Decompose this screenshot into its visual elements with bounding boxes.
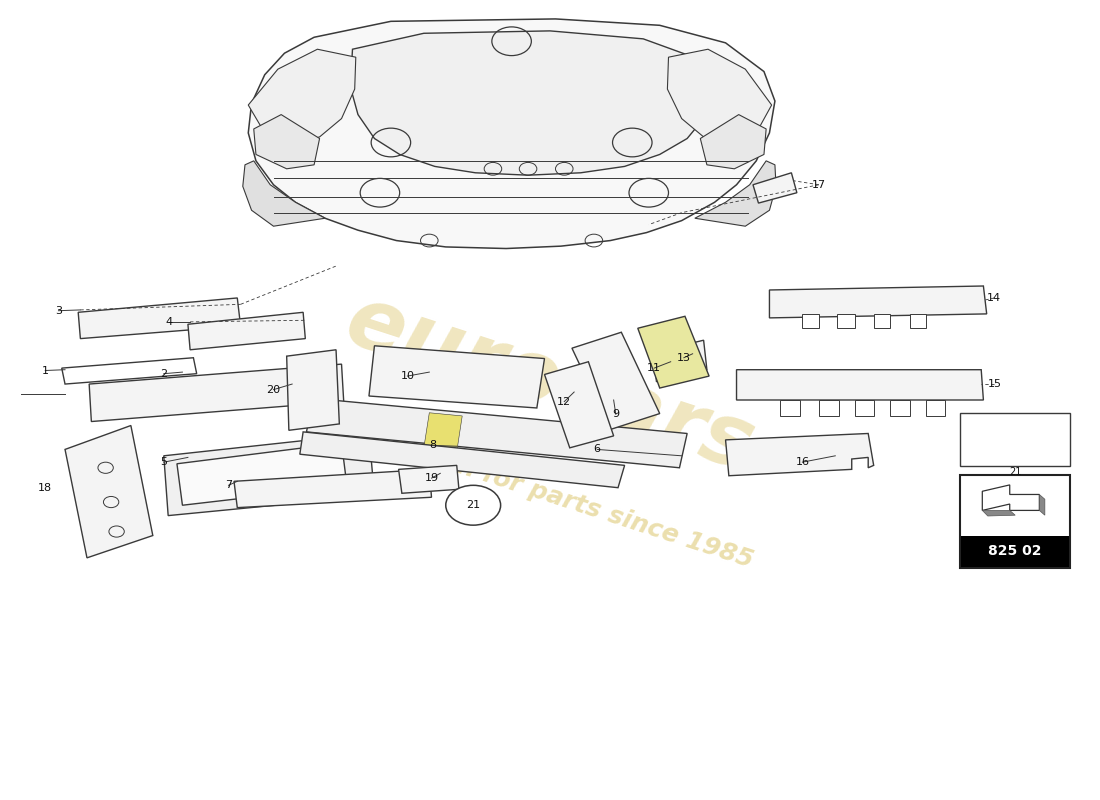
Text: 9: 9 — [613, 410, 619, 419]
Polygon shape — [234, 470, 431, 508]
Text: 2: 2 — [161, 369, 167, 378]
Polygon shape — [1000, 423, 1030, 450]
Text: 21: 21 — [1009, 467, 1022, 477]
Polygon shape — [368, 346, 544, 408]
Polygon shape — [572, 332, 660, 430]
Text: 20: 20 — [266, 385, 280, 394]
Polygon shape — [254, 114, 320, 169]
Polygon shape — [818, 400, 838, 416]
Text: 825 02: 825 02 — [989, 545, 1042, 558]
Polygon shape — [638, 316, 710, 388]
Polygon shape — [78, 298, 241, 338]
Polygon shape — [249, 19, 774, 249]
Text: 6: 6 — [594, 445, 601, 454]
Text: 19: 19 — [425, 473, 439, 483]
Text: a passion for parts since 1985: a passion for parts since 1985 — [344, 418, 756, 573]
Polygon shape — [701, 114, 767, 169]
Text: 17: 17 — [812, 180, 826, 190]
Polygon shape — [177, 443, 346, 506]
Text: 13: 13 — [676, 353, 691, 362]
Polygon shape — [65, 426, 153, 558]
Polygon shape — [802, 314, 818, 328]
Text: eurocars: eurocars — [336, 279, 764, 489]
Polygon shape — [188, 312, 306, 350]
Text: 10: 10 — [400, 371, 415, 381]
Polygon shape — [164, 434, 374, 515]
Text: 14: 14 — [988, 293, 1001, 303]
Polygon shape — [982, 510, 1015, 516]
Polygon shape — [424, 413, 462, 452]
Polygon shape — [754, 173, 796, 203]
Text: 15: 15 — [988, 379, 1001, 389]
Text: 7: 7 — [226, 480, 232, 490]
Text: 4: 4 — [166, 317, 173, 327]
Polygon shape — [544, 362, 614, 448]
Polygon shape — [89, 364, 343, 422]
Polygon shape — [398, 466, 459, 494]
Polygon shape — [654, 340, 707, 382]
Polygon shape — [737, 370, 983, 400]
Text: 16: 16 — [795, 457, 810, 467]
Polygon shape — [837, 314, 855, 328]
Polygon shape — [910, 314, 926, 328]
FancyBboxPatch shape — [960, 413, 1070, 466]
Text: 18: 18 — [39, 482, 53, 493]
Polygon shape — [307, 398, 688, 468]
Polygon shape — [982, 485, 1040, 510]
Text: 11: 11 — [647, 363, 661, 373]
FancyBboxPatch shape — [961, 535, 1069, 567]
Polygon shape — [726, 434, 873, 476]
Polygon shape — [695, 161, 776, 226]
Text: 3: 3 — [55, 306, 62, 316]
Polygon shape — [300, 432, 625, 488]
Polygon shape — [668, 50, 771, 145]
Polygon shape — [1040, 494, 1045, 515]
Text: 8: 8 — [429, 441, 437, 450]
Polygon shape — [243, 161, 326, 226]
Text: 21: 21 — [466, 500, 481, 510]
Polygon shape — [350, 31, 713, 175]
FancyBboxPatch shape — [960, 475, 1070, 568]
Polygon shape — [780, 400, 800, 416]
Polygon shape — [873, 314, 890, 328]
Polygon shape — [890, 400, 910, 416]
Polygon shape — [926, 400, 945, 416]
Text: 12: 12 — [558, 397, 571, 406]
Circle shape — [446, 486, 501, 525]
Polygon shape — [287, 350, 339, 430]
Polygon shape — [249, 50, 355, 145]
Text: 1: 1 — [42, 366, 48, 375]
Polygon shape — [855, 400, 873, 416]
Text: 5: 5 — [161, 457, 167, 467]
Polygon shape — [769, 286, 987, 318]
